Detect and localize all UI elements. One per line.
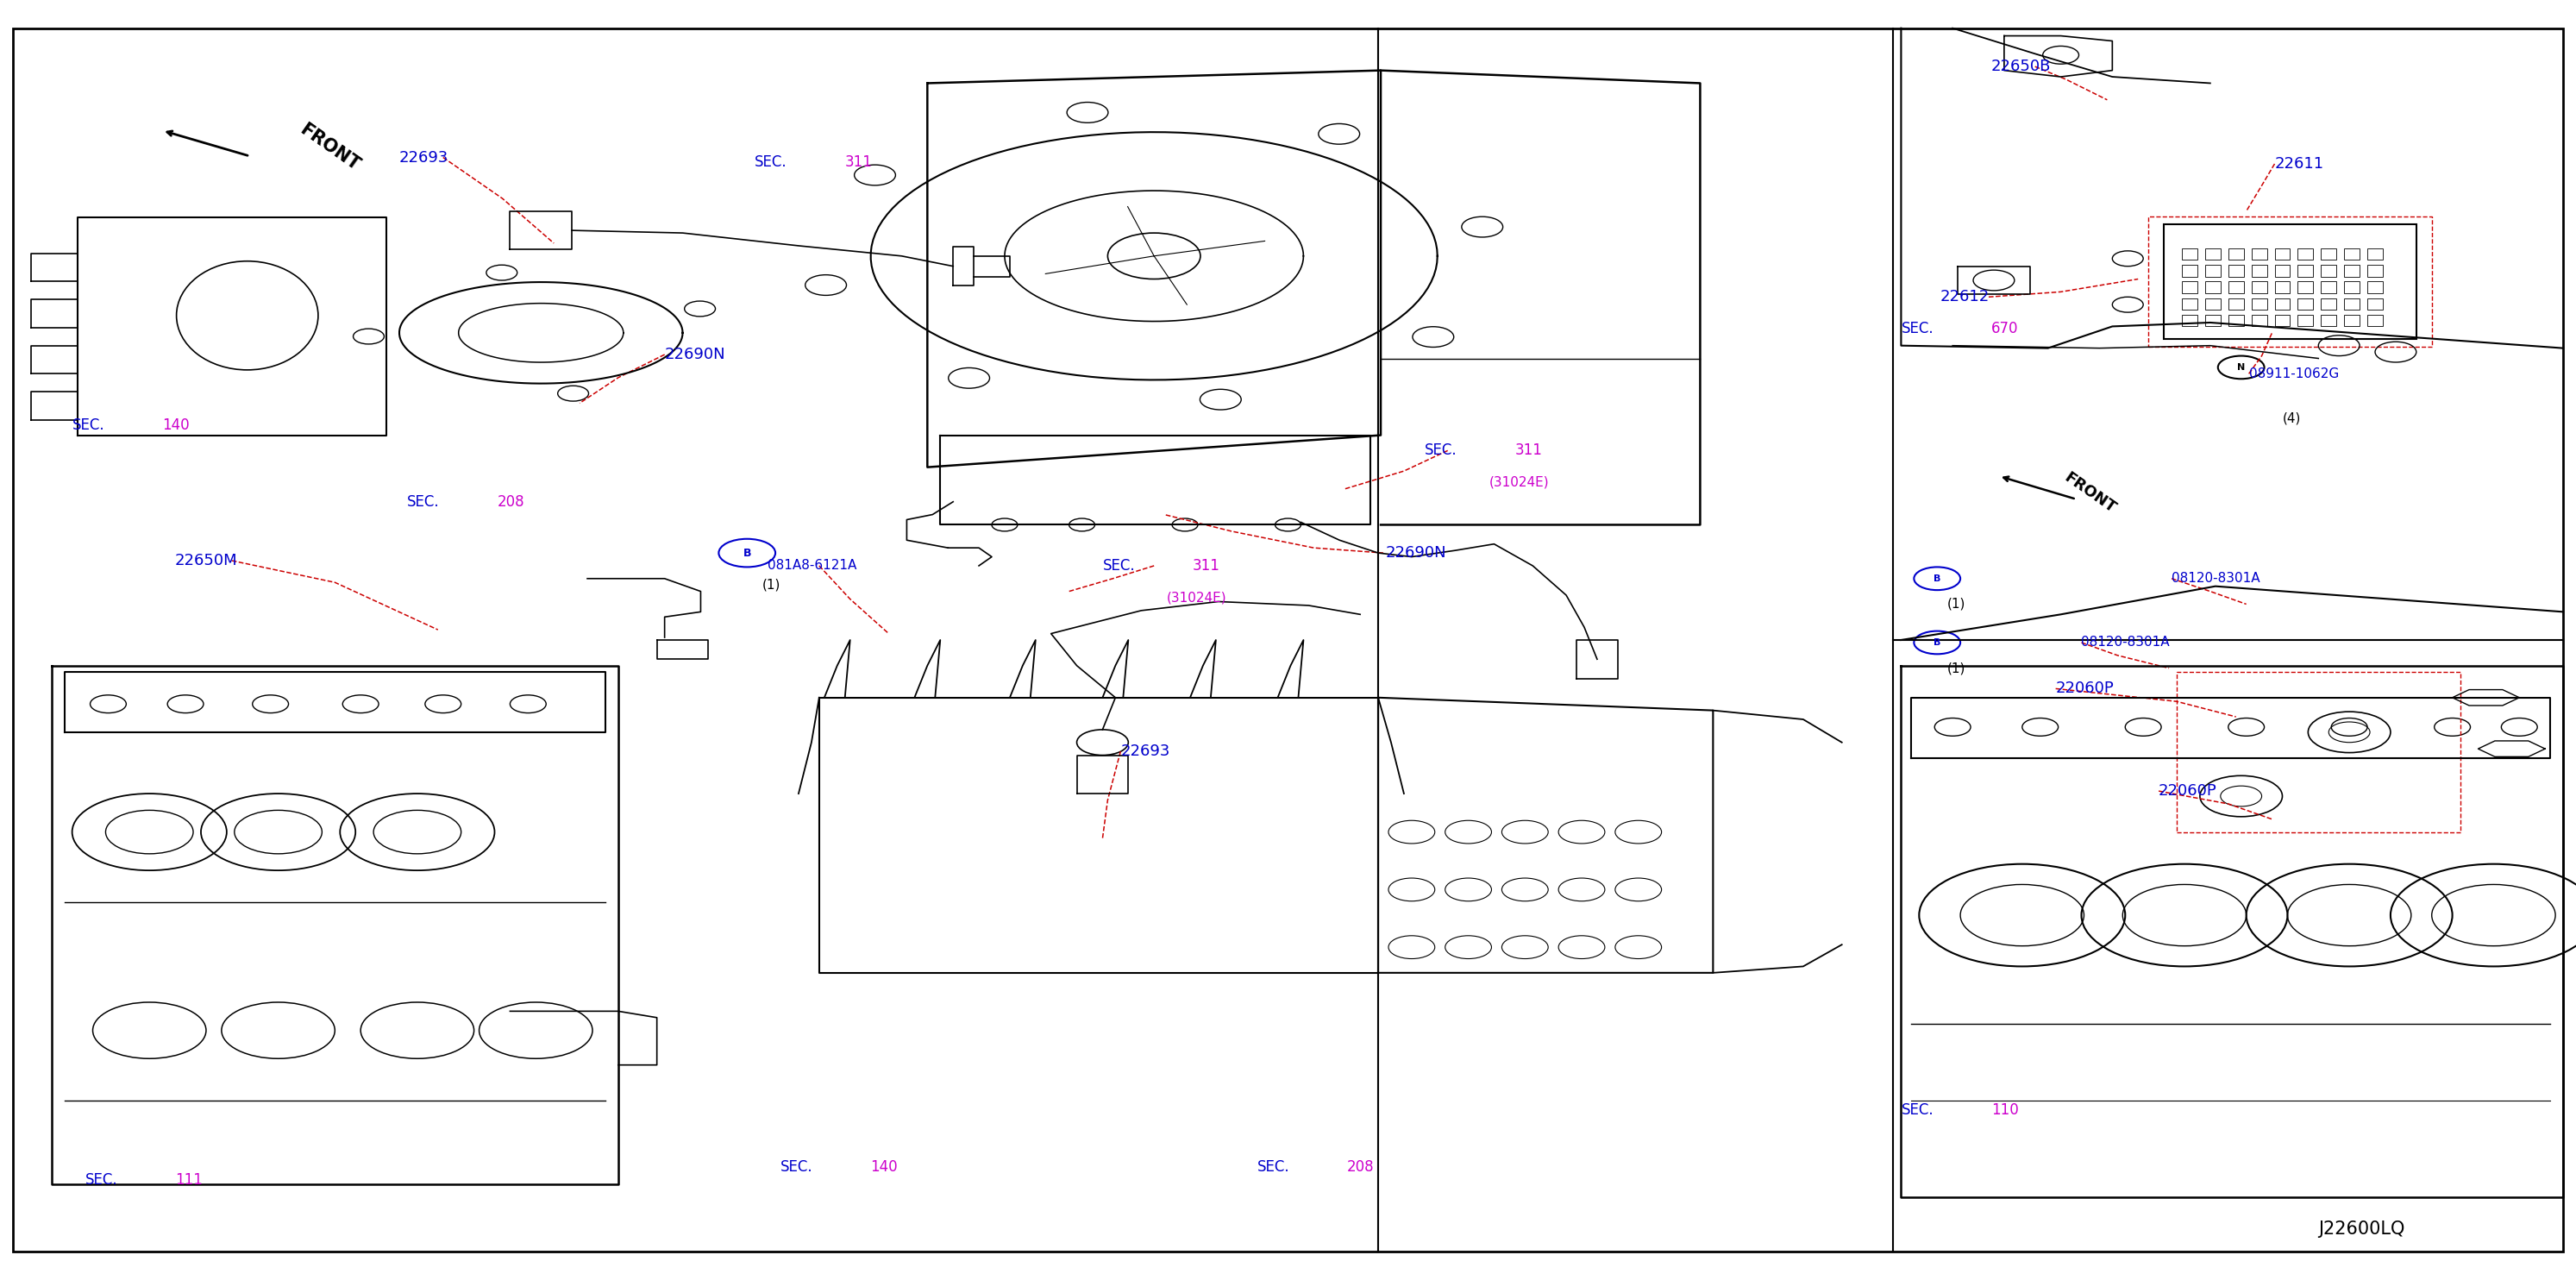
Text: 22690N: 22690N [1386,545,1448,561]
Bar [2275,298,2290,310]
Bar [2205,282,2221,293]
Bar [2344,298,2360,310]
Bar [2344,315,2360,326]
Text: 111: 111 [175,1172,204,1188]
Text: SEC.: SEC. [72,417,106,433]
Text: SEC.: SEC. [85,1172,118,1188]
Bar [2321,315,2336,326]
Bar [2228,265,2244,276]
Bar [2177,672,2460,832]
Bar [2182,265,2197,276]
Text: (4): (4) [2282,412,2300,425]
Text: (1): (1) [1947,662,1965,675]
Bar [2344,282,2360,293]
Text: 208: 208 [497,494,526,509]
Text: 208: 208 [1347,1160,1376,1175]
Text: 311: 311 [845,155,873,170]
Bar [2228,298,2244,310]
Text: 140: 140 [871,1160,899,1175]
Bar [2367,315,2383,326]
Text: 22612: 22612 [1940,289,1989,305]
Text: (1): (1) [762,579,781,591]
Text: N: N [2236,364,2246,371]
Bar [2251,265,2267,276]
Text: FRONT: FRONT [2061,470,2117,516]
Text: 22693: 22693 [399,150,448,165]
Bar [2205,265,2221,276]
Text: SEC.: SEC. [1901,1102,1935,1117]
Bar [2321,282,2336,293]
Text: B: B [742,548,752,558]
Text: 22060P: 22060P [2159,783,2218,799]
Text: 311: 311 [1515,443,1543,458]
Text: J22600LQ: J22600LQ [2318,1220,2406,1238]
Bar [2205,248,2221,260]
Bar [2275,282,2290,293]
Bar [2164,224,2416,339]
Bar [2298,265,2313,276]
Bar [2251,282,2267,293]
Bar [2148,216,2432,347]
Text: SEC.: SEC. [1425,443,1458,458]
Text: 140: 140 [162,417,191,433]
Text: 08120-8301A: 08120-8301A [2081,636,2169,649]
Bar [2298,298,2313,310]
Text: 08120-8301A: 08120-8301A [2172,572,2259,585]
Text: 08911-1062G: 08911-1062G [2249,367,2339,380]
Bar [2298,248,2313,260]
Bar [2275,315,2290,326]
Bar [2321,248,2336,260]
Text: (1): (1) [1947,598,1965,611]
Bar [2228,282,2244,293]
Text: SEC.: SEC. [781,1160,814,1175]
Text: (31024E): (31024E) [1167,591,1226,604]
Bar [2228,315,2244,326]
Bar [2298,282,2313,293]
Text: 22611: 22611 [2275,156,2324,172]
Text: SEC.: SEC. [755,155,788,170]
Text: SEC.: SEC. [1103,558,1136,573]
Bar [2251,248,2267,260]
Bar [2182,298,2197,310]
Bar [2344,248,2360,260]
Bar [2367,265,2383,276]
Text: B: B [1935,639,1940,646]
Text: 22693: 22693 [1121,744,1170,759]
Bar [2205,298,2221,310]
Text: 22650M: 22650M [175,553,237,568]
Bar [2228,248,2244,260]
Text: SEC.: SEC. [1901,321,1935,337]
Bar [2251,315,2267,326]
Text: 311: 311 [1193,558,1221,573]
Bar [2367,248,2383,260]
Bar [2275,248,2290,260]
Bar [2182,248,2197,260]
Text: 22060P: 22060P [2056,681,2115,696]
Text: SEC.: SEC. [407,494,440,509]
Text: 22650B: 22650B [1991,59,2050,74]
Bar [2251,298,2267,310]
Text: SEC.: SEC. [1257,1160,1291,1175]
Bar [2321,298,2336,310]
Text: 110: 110 [1991,1102,2020,1117]
Text: 081A8-6121A: 081A8-6121A [768,559,858,572]
Bar [2275,265,2290,276]
Text: B: B [1935,575,1940,582]
Bar [2367,282,2383,293]
Bar [2298,315,2313,326]
Text: 670: 670 [1991,321,2020,337]
Text: 22690N: 22690N [665,347,726,362]
Bar [2205,315,2221,326]
Bar [2344,265,2360,276]
Text: FRONT: FRONT [296,120,363,174]
Bar [2182,315,2197,326]
Bar [2321,265,2336,276]
Bar [2182,282,2197,293]
Text: (31024E): (31024E) [1489,476,1548,489]
Bar [2367,298,2383,310]
